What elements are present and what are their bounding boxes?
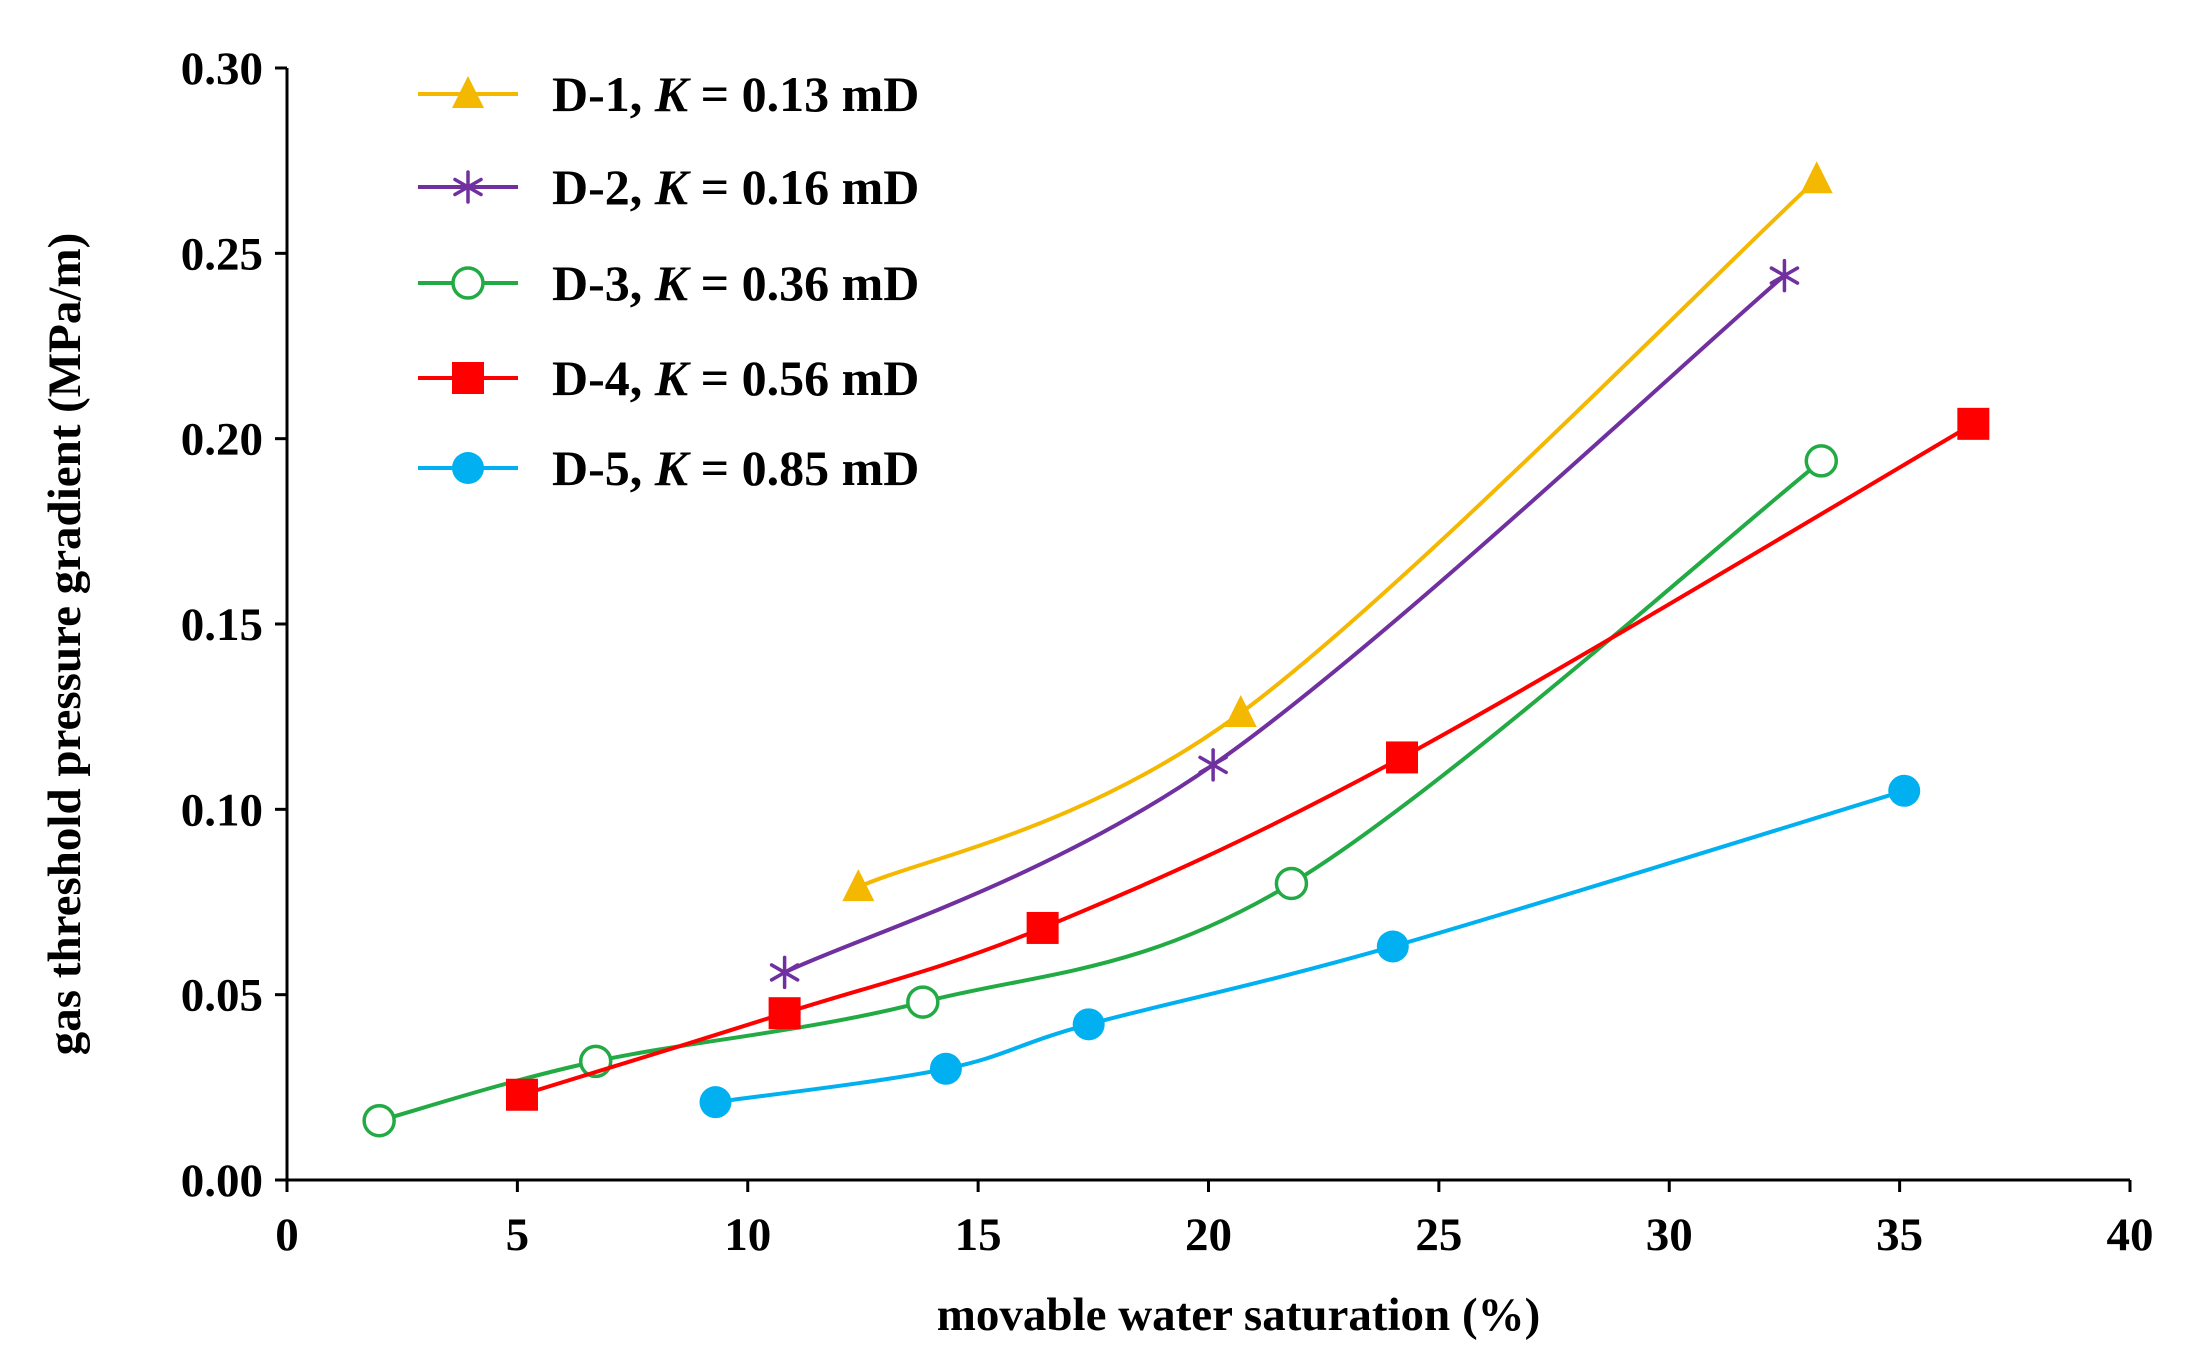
series-3 [362,444,1839,1138]
series-5 [699,774,1921,1119]
y-tick-label: 0.15 [181,599,263,651]
legend-label-variable: K [654,350,692,406]
x-tick-label: 20 [1185,1209,1232,1261]
series-4 [505,407,1990,1111]
x-tick-label: 30 [1646,1209,1693,1261]
data-point [1026,911,1059,944]
legend-label-suffix: = 0.13 mD [688,66,919,122]
series-line-3 [377,458,1824,1123]
legend-marker [452,452,484,484]
series [362,161,1990,1138]
data-point [769,955,800,990]
data-point [1888,774,1921,807]
legend-item: D-3, K = 0.36 mD [418,255,919,311]
data-point [906,985,940,1019]
axes [285,68,2130,1182]
asterisk-stroke [453,177,483,197]
legend-item: D-1, K = 0.13 mD [418,66,919,122]
data-point [1072,1008,1105,1041]
legend-label: D-2, K = 0.16 mD [552,159,919,215]
y-tick-label: 0.20 [181,414,263,466]
data-point [1957,407,1990,440]
legend: D-1, K = 0.13 mD D-2, K = 0.16 mD D-3, K =… [418,66,919,496]
legend-label: D-1, K = 0.13 mD [552,66,919,122]
data-point [929,1052,962,1085]
y-tick-label: 0.10 [181,784,263,836]
legend-label-variable: K [654,255,692,311]
data-point [505,1078,538,1111]
y-tick-label: 0.00 [181,1155,263,1207]
legend-label: D-4, K = 0.56 mD [552,350,919,406]
series-2 [769,258,1800,990]
ticks: 0 5 10 15 20 25 30 35 40 0.00 0.05 0.10 0.15 0.20 0.25… [181,43,2154,1261]
legend-marker [451,266,485,300]
legend-label-suffix: = 0.56 mD [688,350,919,406]
y-axis-title: gas threshold pressure gradient (MPa/m) [39,233,91,1055]
series-line-2 [782,273,1787,975]
legend-label-prefix: D-2, [552,159,655,215]
data-point [699,1086,732,1119]
y-tick-label: 0.05 [181,970,263,1022]
asterisk-stroke [1769,266,1800,285]
legend-label-variable: K [654,440,692,496]
x-tick-label: 35 [1876,1209,1923,1261]
asterisk-stroke [1198,755,1228,775]
x-tick-label: 5 [506,1209,530,1261]
legend-label-prefix: D-1, [552,66,655,122]
legend-label: D-5, K = 0.85 mD [552,440,919,496]
series-line-1 [856,177,1819,890]
legend-item: D-2, K = 0.16 mD [418,159,919,215]
data-point [768,997,801,1030]
series-line-5 [713,788,1907,1105]
x-tick-label: 25 [1415,1209,1462,1261]
legend-label-suffix: = 0.16 mD [688,159,919,215]
series-1 [842,161,1833,902]
data-point [1224,694,1257,727]
data-point [1804,444,1839,478]
legend-label-prefix: D-5, [552,440,655,496]
legend-label: D-3, K = 0.36 mD [552,255,919,311]
data-point [1274,866,1309,901]
data-point [1198,748,1228,782]
data-point [1386,741,1419,774]
legend-marker [453,170,483,204]
y-tick-label: 0.30 [181,43,263,95]
data-point [1800,161,1833,194]
legend-marker [452,76,484,108]
legend-label-variable: K [654,66,692,122]
y-tick-label: 0.25 [181,228,263,280]
legend-label-prefix: D-3, [552,255,655,311]
x-axis-title: movable water saturation (%) [937,1289,1541,1341]
data-point [1376,930,1409,963]
legend-label-suffix: = 0.85 mD [688,440,919,496]
legend-label-variable: K [654,159,692,215]
series-line-4 [519,421,1976,1097]
legend-item: D-4, K = 0.56 mD [418,350,919,406]
legend-marker [452,362,484,394]
data-point [842,869,875,902]
x-tick-label: 10 [724,1209,771,1261]
legend-label-prefix: D-4, [552,350,655,406]
legend-item: D-5, K = 0.85 mD [418,440,919,496]
legend-label-suffix: = 0.36 mD [688,255,919,311]
x-tick-label: 40 [2107,1209,2154,1261]
x-tick-label: 0 [275,1209,299,1261]
x-tick-label: 15 [955,1209,1002,1261]
data-point [362,1103,396,1138]
asterisk-stroke [769,963,800,982]
data-point [1769,258,1800,293]
